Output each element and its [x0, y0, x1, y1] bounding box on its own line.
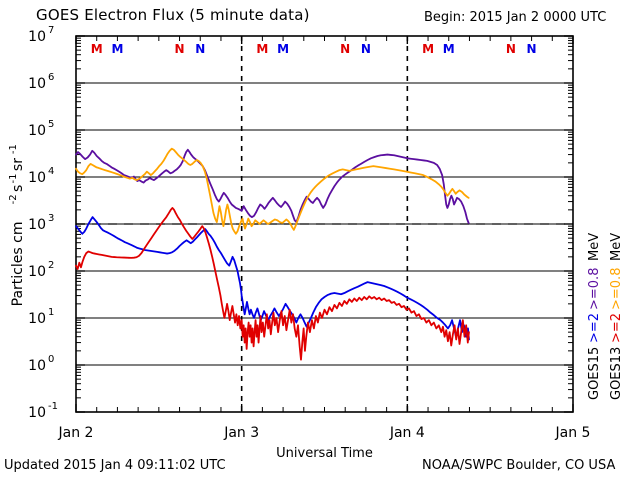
svg-text:Particles cm: Particles cm [10, 222, 26, 307]
agency-credit: NOAA/SWPC Boulder, CO USA [422, 458, 616, 473]
svg-text:10: 10 [28, 123, 46, 139]
series-line [75, 147, 470, 235]
svg-text:>=0.8: >=0.8 [609, 268, 624, 310]
event-marker: N [175, 42, 185, 56]
svg-text:>=0.8: >=0.8 [587, 268, 602, 310]
x-axis-title: Universal Time [276, 446, 373, 461]
svg-text:>=2: >=2 [609, 313, 624, 343]
svg-text:5: 5 [48, 119, 54, 130]
svg-text:4: 4 [48, 166, 54, 177]
legend-label-goes15: GOES15 >=2 >=0.8 MeV [587, 233, 602, 400]
updated-timestamp: Updated 2015 Jan 4 09:11:02 UTC [4, 458, 226, 473]
ytick-label: 10 7 [28, 25, 54, 45]
series-line [75, 148, 470, 224]
svg-text:10: 10 [28, 264, 46, 280]
event-marker: N [506, 42, 516, 56]
ytick-label: 10 0 [28, 354, 54, 374]
event-marker: N [195, 42, 205, 56]
svg-text:0: 0 [48, 354, 54, 365]
ytick-label: 10 -1 [28, 401, 58, 421]
ytick-label: 10 6 [28, 72, 54, 92]
legend-label-goes13: GOES13 >=2 >=0.8 MeV [609, 233, 624, 400]
svg-text:10: 10 [28, 170, 46, 186]
series-line [75, 207, 470, 361]
svg-text:10: 10 [28, 358, 46, 374]
svg-text:10: 10 [28, 405, 46, 421]
event-marker: M [422, 42, 434, 56]
ytick-label: 10 5 [28, 119, 54, 139]
xtick-label: Jan 5 [555, 425, 591, 441]
event-marker: N [527, 42, 537, 56]
svg-text:6: 6 [48, 72, 54, 83]
ytick-label: 10 4 [28, 166, 54, 186]
event-marker: N [340, 42, 350, 56]
svg-text:MeV: MeV [587, 233, 602, 261]
svg-text:10: 10 [28, 217, 46, 233]
event-marker: M [111, 42, 123, 56]
series-line [75, 216, 470, 341]
svg-text:-1: -1 [8, 173, 19, 183]
svg-text:>=2: >=2 [587, 313, 602, 343]
svg-text:GOES15: GOES15 [587, 347, 602, 400]
begin-time-label: Begin: 2015 Jan 2 0000 UTC [424, 10, 607, 25]
xtick-label: Jan 3 [223, 425, 259, 441]
svg-text:-1: -1 [8, 144, 19, 154]
svg-text:-1: -1 [48, 401, 58, 412]
svg-text:10: 10 [28, 311, 46, 327]
svg-text:-2: -2 [8, 194, 19, 204]
svg-text:2: 2 [48, 260, 54, 271]
ytick-label: 10 2 [28, 260, 54, 280]
svg-text:sr: sr [10, 158, 26, 171]
event-marker: M [256, 42, 268, 56]
svg-text:7: 7 [48, 25, 54, 36]
event-marker: M [91, 42, 103, 56]
event-marker: N [361, 42, 371, 56]
chart-title: GOES Electron Flux (5 minute data) [36, 6, 310, 24]
xtick-label: Jan 2 [58, 425, 94, 441]
svg-text:s: s [10, 185, 26, 192]
svg-text:1: 1 [48, 307, 54, 318]
svg-text:GOES13: GOES13 [609, 347, 624, 400]
y-axis-title: Particles cm -2 s -1 sr -1 [8, 144, 26, 306]
xtick-label: Jan 4 [389, 425, 425, 441]
svg-text:10: 10 [28, 29, 46, 45]
ytick-label: 10 1 [28, 307, 54, 327]
svg-text:3: 3 [48, 213, 54, 224]
plot-frame [75, 35, 574, 413]
svg-text:10: 10 [28, 76, 46, 92]
svg-text:MeV: MeV [609, 233, 624, 261]
event-marker: M [443, 42, 455, 56]
ytick-label: 10 3 [28, 213, 54, 233]
event-marker: M [277, 42, 289, 56]
